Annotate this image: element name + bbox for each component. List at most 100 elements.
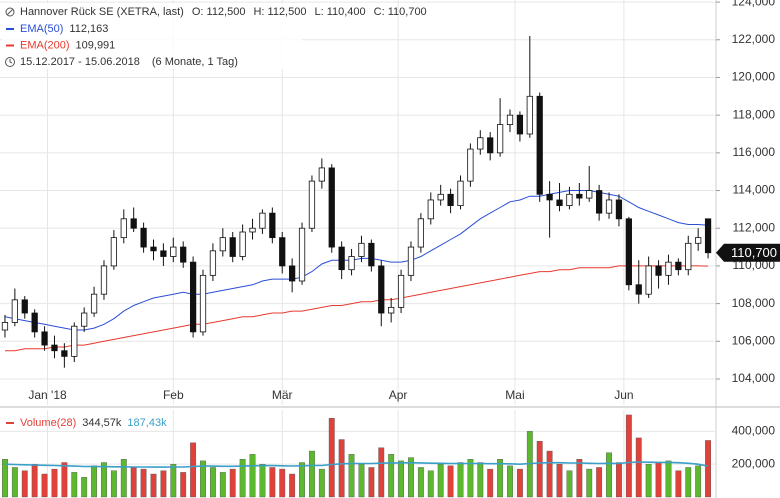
- candle-body: [180, 246, 187, 263]
- volume-bar: [170, 463, 177, 498]
- interval: (6 Monate, 1 Tag): [152, 56, 238, 68]
- candle-body: [170, 246, 177, 257]
- volume-bar: [120, 459, 127, 498]
- candle-body: [467, 148, 474, 182]
- candle-body: [239, 231, 246, 257]
- candle-body: [298, 227, 306, 282]
- y-tick-label: 118,000: [733, 107, 776, 121]
- candle-body: [487, 137, 494, 154]
- volume-bar: [665, 460, 672, 498]
- legend-name: EMA(50): [20, 23, 63, 35]
- candle-body: [11, 299, 18, 323]
- volume-bar: [388, 454, 395, 498]
- candle-body: [160, 250, 167, 257]
- volume-bar: [616, 462, 622, 498]
- candle-body: [516, 114, 524, 135]
- candle-body: [447, 193, 454, 207]
- candle-body: [576, 193, 583, 199]
- y-tick-label: 114,000: [733, 183, 776, 197]
- ohlc-value: H: 112,500: [253, 6, 306, 18]
- volume-bar: [507, 465, 513, 498]
- candle-body: [279, 237, 286, 267]
- volume-bar: [447, 465, 454, 498]
- candle-body: [477, 137, 484, 150]
- volume-bar: [51, 468, 58, 498]
- volume-bar: [130, 467, 137, 498]
- ohlc-value: C: 110,700: [374, 6, 427, 18]
- candle-body: [457, 180, 464, 207]
- candle-body: [328, 167, 335, 248]
- volume-bar: [536, 440, 543, 498]
- volume-bar: [31, 463, 38, 498]
- y-tick-label: 104,000: [732, 371, 776, 385]
- candle-body: [249, 227, 256, 233]
- volume-bar: [477, 462, 484, 498]
- volume-bar: [398, 460, 404, 498]
- volume-average: 187,43k: [127, 417, 167, 429]
- candle-body: [51, 344, 58, 352]
- candle-body: [209, 250, 217, 276]
- volume-bar: [437, 463, 444, 498]
- volume-bar: [358, 463, 365, 498]
- volume-bar: [328, 418, 335, 498]
- candle-body: [368, 242, 375, 267]
- candle-body: [665, 261, 672, 276]
- volume-bar: [685, 467, 692, 498]
- candle-body: [259, 212, 266, 229]
- volume-legend: Volume(28) 344,57k 187,43k: [20, 417, 167, 429]
- clock-icon: [9, 59, 13, 64]
- volume-bar: [378, 447, 385, 498]
- legend-value: 112,163: [69, 23, 108, 35]
- volume-bar: [140, 468, 147, 498]
- ohlc-icon: [5, 7, 15, 17]
- volume-bar: [467, 459, 474, 498]
- candle-body: [110, 237, 118, 267]
- y-tick-label: 124,000: [732, 0, 776, 8]
- candle-body: [546, 193, 553, 201]
- volume-bar: [309, 450, 315, 498]
- candle-body: [21, 299, 28, 314]
- volume-bar: [110, 470, 117, 498]
- candle-body: [695, 237, 702, 244]
- x-tick-label: Mai: [505, 388, 524, 402]
- candle-body: [318, 167, 325, 182]
- legend-value: 109,991: [76, 39, 116, 51]
- candle-body: [407, 246, 415, 276]
- volume-tick-label: 400,000: [732, 424, 776, 438]
- volume-bar: [190, 442, 197, 498]
- y-tick-label: 122,000: [732, 32, 776, 46]
- volume-bar: [516, 468, 523, 498]
- candle-body: [506, 114, 514, 125]
- ohlc-value: O: 112,500: [192, 6, 246, 18]
- volume-bar: [41, 473, 48, 498]
- ohlc-value: L: 110,400: [314, 6, 365, 18]
- volume-bar: [219, 472, 226, 498]
- y-tick-label: 112,000: [733, 220, 776, 234]
- candle-body: [645, 265, 652, 295]
- volume-bar: [596, 467, 603, 498]
- candle-body: [615, 199, 623, 220]
- ema-line: [5, 265, 709, 352]
- volume-bar: [705, 440, 711, 498]
- volume-bar: [21, 470, 28, 498]
- volume-bar: [625, 414, 632, 498]
- volume-tick-label: 200,000: [732, 456, 776, 470]
- volume-bar: [160, 470, 167, 498]
- candle-body: [289, 265, 296, 282]
- volume-bar: [239, 459, 246, 498]
- y-tick-label: 106,000: [732, 333, 776, 347]
- candle-body: [1, 322, 9, 331]
- volume-bar: [556, 463, 563, 498]
- candle-body: [269, 212, 276, 239]
- x-tick-label: Apr: [389, 388, 408, 402]
- volume-bar: [606, 452, 612, 498]
- candle-body: [397, 274, 405, 308]
- candle-body: [90, 293, 98, 314]
- volume-bar: [586, 468, 593, 498]
- candle-body: [120, 218, 127, 239]
- volume-bar: [497, 459, 504, 498]
- candle-body: [526, 95, 533, 135]
- candle-body: [635, 284, 642, 295]
- legend-entry: EMA(50) 112,163: [20, 23, 108, 35]
